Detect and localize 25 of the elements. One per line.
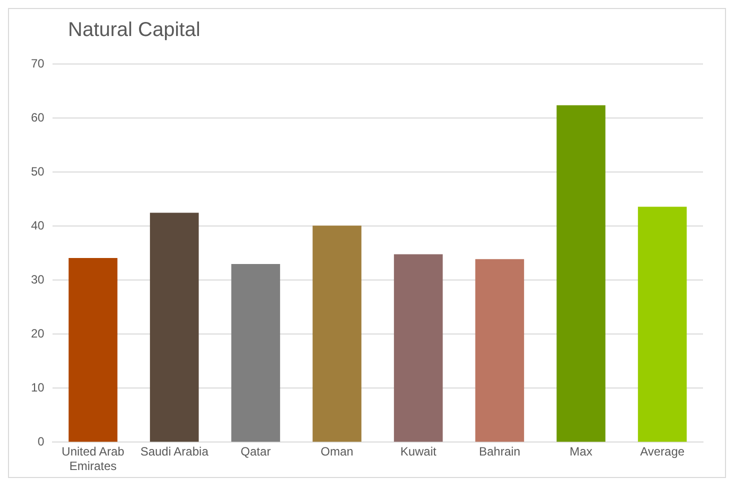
x-tick-label: Average <box>640 444 685 459</box>
bar <box>312 226 362 442</box>
x-tick-label: Kuwait <box>400 444 438 459</box>
bar <box>150 212 199 442</box>
x-tick-label: Oman <box>320 444 354 459</box>
x-tick-label: Max <box>570 444 592 459</box>
bar <box>231 264 280 442</box>
y-tick-label: 20 <box>30 326 45 341</box>
y-tick-label: 30 <box>30 272 45 287</box>
y-tick-label: 70 <box>30 56 45 71</box>
bar <box>68 258 118 442</box>
chart-title: Natural Capital <box>68 19 200 42</box>
x-tick-label: Saudi Arabia <box>140 444 209 459</box>
y-tick-label: 60 <box>30 110 45 125</box>
bar <box>638 206 687 442</box>
x-tick-label: Qatar <box>240 444 271 459</box>
y-tick-label: 50 <box>30 164 45 179</box>
bar <box>556 105 606 442</box>
x-tick-label: Bahrain <box>478 444 520 459</box>
y-tick-label: 10 <box>30 380 45 395</box>
bar <box>394 254 443 442</box>
y-tick-label: 40 <box>30 218 45 233</box>
y-tick-label: 0 <box>38 434 45 449</box>
x-tick-label: United Arab Emirates <box>62 444 125 474</box>
bar <box>475 259 524 442</box>
